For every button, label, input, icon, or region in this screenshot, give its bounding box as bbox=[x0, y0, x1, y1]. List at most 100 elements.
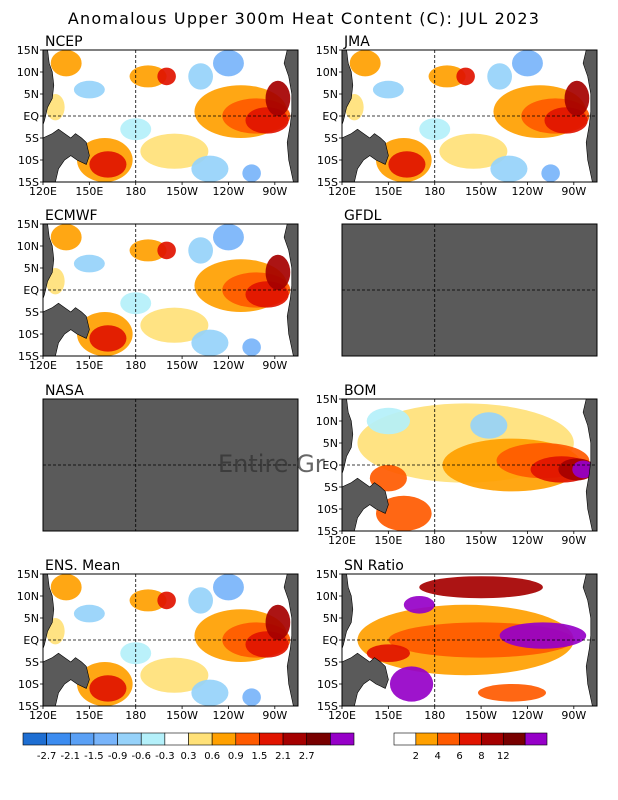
lon-tick-label: 120E bbox=[328, 709, 356, 722]
anomaly-patch bbox=[73, 604, 105, 623]
anomaly-patch bbox=[419, 576, 543, 599]
lon-tick-label: 90W bbox=[561, 185, 586, 198]
anomaly-patch bbox=[50, 574, 82, 601]
land-mass bbox=[582, 399, 597, 531]
lat-tick-label: 10S bbox=[18, 678, 39, 691]
panel-title: GFDL bbox=[344, 208, 382, 224]
colorbar-label: -1.5 bbox=[84, 751, 104, 762]
lat-tick-label: 5N bbox=[323, 88, 338, 101]
sn-ratio-colorbar: 2 4 6 8 12 bbox=[393, 732, 548, 762]
land-mass bbox=[342, 50, 354, 125]
lon-tick-label: 90W bbox=[561, 534, 586, 547]
panel-nasa: NASA bbox=[42, 383, 299, 532]
anomaly-patch bbox=[89, 325, 127, 352]
anomaly-patch bbox=[50, 224, 82, 251]
colorbar-label: 8 bbox=[478, 751, 484, 762]
panel-frame bbox=[341, 223, 598, 357]
lat-tick-label: 15N bbox=[316, 393, 338, 406]
lon-tick-label: 180 bbox=[125, 185, 146, 198]
anomaly-patch bbox=[129, 65, 167, 88]
lat-tick-label: 15S bbox=[317, 525, 338, 538]
lat-tick-label: 15S bbox=[317, 176, 338, 189]
lat-tick-label: 5S bbox=[25, 306, 39, 319]
colorbar-label: -0.3 bbox=[155, 751, 175, 762]
colorbar-swatch bbox=[415, 732, 439, 746]
lat-tick-label: 15S bbox=[18, 176, 39, 189]
panel-title: JMA bbox=[343, 34, 370, 50]
anomaly-patch bbox=[89, 151, 127, 178]
land-mass bbox=[582, 50, 597, 182]
lat-tick-label: 10S bbox=[317, 503, 338, 516]
lon-tick-label: 90W bbox=[262, 709, 287, 722]
lon-tick-label: 120W bbox=[213, 709, 245, 722]
lat-tick-label: 15N bbox=[17, 218, 39, 231]
lat-tick-label: 10N bbox=[316, 66, 338, 79]
anomaly-patch bbox=[50, 50, 82, 77]
anomaly-patch bbox=[389, 666, 434, 702]
land-mass bbox=[342, 477, 389, 531]
anomaly-patch bbox=[541, 164, 560, 182]
lat-tick-label: 15S bbox=[18, 700, 39, 713]
colorbar-swatch bbox=[259, 732, 284, 746]
lat-tick-label: 10S bbox=[18, 328, 39, 341]
anomaly-patch bbox=[89, 675, 127, 702]
panel-title: NCEP bbox=[45, 34, 83, 50]
land-mass bbox=[582, 574, 597, 706]
anomaly-patch bbox=[511, 50, 543, 77]
anomaly-patch bbox=[120, 292, 152, 315]
anomaly-patch bbox=[191, 329, 229, 356]
anomaly-patch bbox=[120, 642, 152, 665]
lat-tick-label: 15N bbox=[316, 568, 338, 581]
lon-tick-label: 120W bbox=[512, 534, 544, 547]
anomaly-patch bbox=[265, 604, 291, 641]
anomaly-patch bbox=[349, 50, 381, 77]
anomaly-patch bbox=[499, 622, 587, 649]
colorbar-swatch bbox=[502, 732, 526, 746]
anomaly-patch bbox=[140, 307, 209, 343]
lat-tick-label: EQ bbox=[23, 634, 39, 647]
colorbar-swatch bbox=[459, 732, 482, 746]
anomaly-patch bbox=[213, 574, 244, 601]
anomaly-patch bbox=[242, 688, 261, 706]
anomaly-patch bbox=[140, 657, 209, 693]
colorbar-label: -0.6 bbox=[131, 751, 151, 762]
lon-tick-label: 120W bbox=[213, 185, 245, 198]
panel-title: BOM bbox=[344, 383, 376, 399]
panel-title: SN Ratio bbox=[344, 558, 404, 574]
colorbar-label: 0.9 bbox=[228, 751, 244, 762]
anomaly-patch bbox=[157, 241, 176, 260]
lon-tick-label: 120E bbox=[29, 185, 57, 198]
anomaly-patch bbox=[366, 644, 411, 662]
land-mass bbox=[283, 50, 298, 182]
lon-tick-label: 150W bbox=[166, 709, 198, 722]
lon-tick-label: 150E bbox=[374, 185, 402, 198]
colorbar-swatch bbox=[22, 732, 47, 746]
lon-tick-label: 150E bbox=[75, 709, 103, 722]
colorbar-swatch bbox=[211, 732, 237, 746]
anomaly-patch bbox=[265, 254, 291, 290]
lon-tick-label: 150W bbox=[166, 359, 198, 372]
land-mass bbox=[43, 302, 90, 356]
anomaly-patch bbox=[191, 679, 229, 706]
colorbar-swatch bbox=[117, 732, 142, 746]
colorbar-swatch bbox=[188, 732, 213, 746]
lat-tick-label: 5N bbox=[323, 437, 338, 450]
lat-tick-label: 15S bbox=[18, 350, 39, 363]
lat-tick-label: 10N bbox=[316, 590, 338, 603]
lat-tick-label: EQ bbox=[322, 634, 338, 647]
colorbar-label: 0.3 bbox=[181, 751, 197, 762]
land-mass bbox=[43, 128, 90, 182]
land-mass bbox=[342, 128, 389, 182]
lon-tick-label: 90W bbox=[561, 709, 586, 722]
colorbar-swatch bbox=[330, 732, 355, 746]
lat-tick-label: 15N bbox=[316, 44, 338, 57]
lon-tick-label: 150W bbox=[166, 185, 198, 198]
colorbar-label: 0.6 bbox=[204, 751, 220, 762]
lat-tick-label: 5N bbox=[24, 88, 39, 101]
anomaly-patch bbox=[157, 591, 176, 610]
anomaly-colorbar: -2.7 -2.1 -1.5 -0.9 -0.6 -0.3 0.3 0.6 0.9 1.5 2.1 2… bbox=[22, 732, 355, 762]
